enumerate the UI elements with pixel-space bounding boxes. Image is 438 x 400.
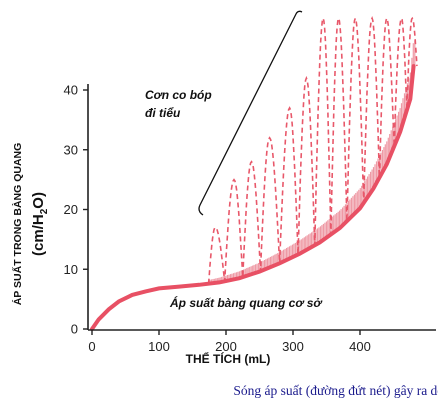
x-tick-label: 100	[148, 339, 170, 354]
y-axis-title: ÁP SUẤT TRONG BÀNG QUANG	[11, 143, 24, 306]
y-axis-unit: (cm/H2O)	[30, 192, 50, 256]
y-tick-label: 10	[64, 262, 78, 277]
contractions-bracket	[198, 10, 303, 216]
y-axis-title-line1: ÁP SUẤT TRONG BÀNG QUANG	[11, 143, 24, 306]
y-axis-unit-label: (cm/H2O)	[30, 192, 50, 256]
x-tick-label: 300	[282, 339, 304, 354]
x-axis-title: THỂ TÍCH (mL)	[186, 351, 271, 366]
y-tick-label: 40	[64, 83, 78, 98]
x-tick-label: 0	[88, 339, 95, 354]
figure-caption: Sóng áp suất (đường đứt nét) gây ra do p…	[233, 383, 438, 398]
baseline-pressure-label: Áp suất bàng quang cơ sở	[169, 295, 323, 310]
baseline-pressure-curve	[90, 64, 416, 331]
y-axis-ticks: 0 10 20 30 40	[64, 83, 88, 337]
contractions-label-line1: Cơn co bóp	[145, 88, 212, 102]
x-tick-label: 400	[349, 339, 371, 354]
x-axis-ticks: 0 100 200 300 400	[88, 330, 371, 354]
x-tick-label: 200	[215, 339, 237, 354]
y-tick-label: 30	[64, 142, 78, 157]
y-tick-label: 20	[64, 202, 78, 217]
contractions-label-line2: đi tiểu	[145, 106, 181, 120]
y-tick-label: 0	[71, 322, 78, 337]
